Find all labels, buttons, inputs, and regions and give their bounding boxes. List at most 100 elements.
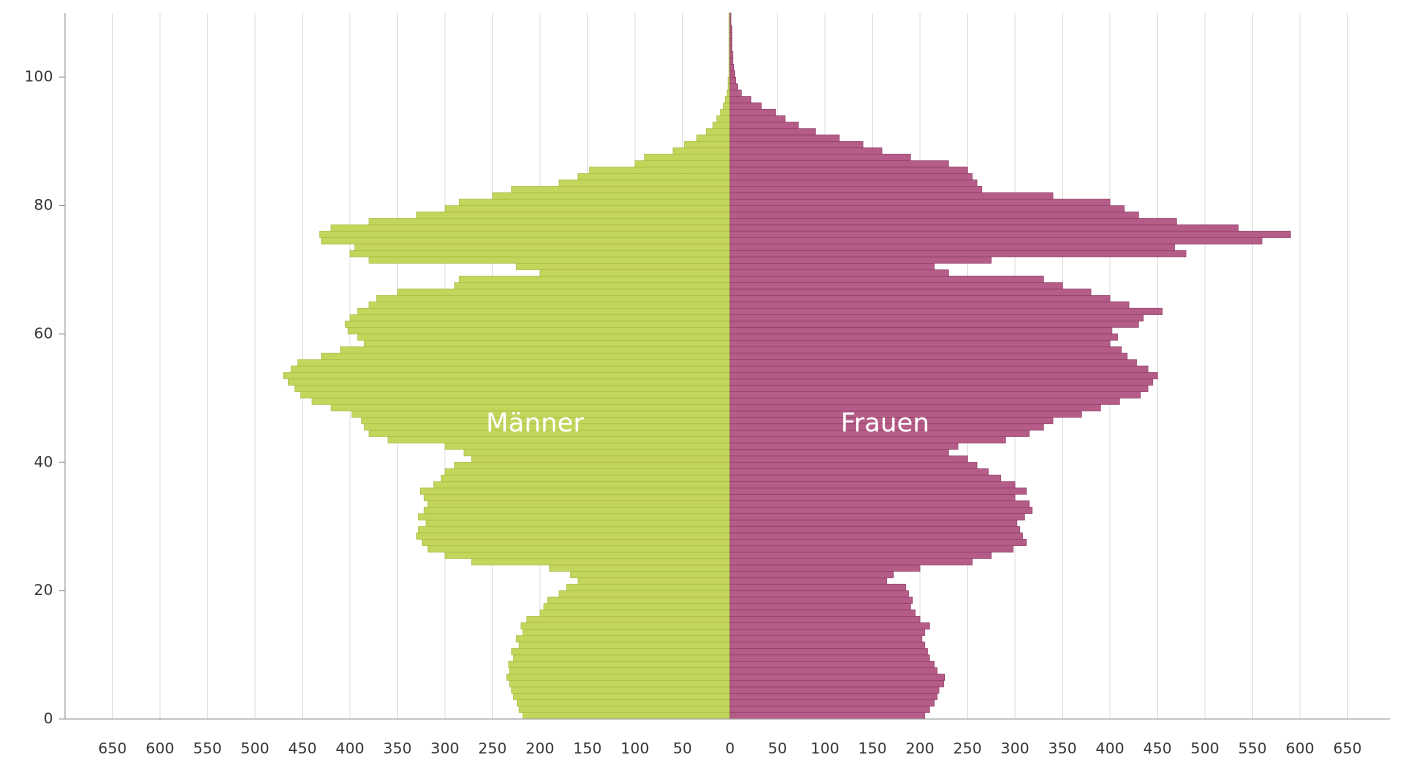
- bar: [368, 218, 731, 226]
- bar: [729, 699, 935, 707]
- x-tick-label: 50: [768, 740, 787, 758]
- bar: [729, 25, 733, 33]
- x-tick-label: 200: [526, 740, 555, 758]
- bar: [729, 455, 968, 463]
- bar: [729, 211, 1139, 219]
- x-tick-label: 550: [193, 740, 222, 758]
- bar: [518, 641, 731, 649]
- bar: [729, 545, 1014, 553]
- x-tick-label: 50: [673, 740, 692, 758]
- bar: [418, 526, 731, 534]
- bar: [444, 468, 731, 476]
- bar: [522, 628, 731, 636]
- bar: [729, 622, 930, 630]
- bar: [287, 378, 731, 386]
- bar: [729, 712, 926, 720]
- bar: [513, 654, 731, 662]
- bar: [454, 282, 731, 290]
- y-tick-label: 80: [34, 196, 53, 214]
- bar: [729, 160, 949, 168]
- bar: [558, 590, 731, 598]
- bar: [729, 333, 1118, 341]
- bar: [729, 609, 916, 617]
- bar: [511, 648, 731, 656]
- bar: [729, 442, 959, 450]
- bar: [539, 269, 731, 277]
- bar: [729, 76, 736, 84]
- bar: [577, 173, 731, 181]
- bar: [729, 307, 1163, 315]
- bar: [397, 288, 731, 296]
- x-tick-label: 350: [1048, 740, 1077, 758]
- bar: [423, 506, 731, 514]
- bar: [729, 532, 1023, 540]
- bar: [729, 641, 926, 649]
- bar: [290, 365, 731, 373]
- bar: [729, 583, 907, 591]
- series-label: Frauen: [841, 408, 930, 438]
- bar: [319, 230, 731, 238]
- x-tick-label: 250: [478, 740, 507, 758]
- x-tick-label: 100: [811, 740, 840, 758]
- bar: [349, 250, 731, 258]
- bar: [471, 455, 731, 463]
- bar: [729, 263, 935, 271]
- bar: [729, 372, 1158, 380]
- bar: [634, 160, 731, 168]
- bar: [349, 314, 731, 322]
- bar: [416, 211, 731, 219]
- bar: [729, 121, 799, 129]
- y-tick-label: 40: [34, 453, 53, 471]
- bar: [539, 609, 731, 617]
- bar: [729, 224, 1239, 232]
- bar: [433, 481, 731, 489]
- bar: [729, 667, 938, 675]
- x-tick-label: 650: [98, 740, 127, 758]
- bar: [458, 275, 731, 283]
- bar: [729, 153, 911, 161]
- bar: [347, 327, 731, 335]
- x-tick-label: 650: [1333, 740, 1362, 758]
- bar: [515, 263, 731, 271]
- bar: [566, 583, 731, 591]
- bar: [684, 141, 731, 149]
- series-label: Männer: [486, 408, 584, 438]
- bar: [729, 141, 864, 149]
- bar: [729, 494, 1016, 502]
- bar: [354, 243, 731, 251]
- bar: [425, 519, 731, 527]
- bar: [729, 648, 928, 656]
- bar: [589, 166, 731, 174]
- bar: [729, 185, 983, 194]
- bar: [729, 590, 909, 598]
- bar: [729, 564, 921, 572]
- bar: [444, 442, 731, 450]
- bar: [729, 250, 1187, 258]
- bar: [508, 660, 731, 668]
- bar: [729, 102, 762, 110]
- x-tick-label: 450: [1143, 740, 1172, 758]
- x-tick-label: 150: [573, 740, 602, 758]
- bar: [421, 538, 731, 547]
- bar: [729, 173, 973, 181]
- bar: [376, 295, 731, 303]
- bar: [729, 352, 1128, 360]
- bar: [729, 571, 894, 579]
- x-tick-label: 300: [431, 740, 460, 758]
- bar: [549, 564, 731, 572]
- bar: [543, 603, 731, 611]
- bar: [729, 596, 913, 604]
- bar: [340, 346, 731, 354]
- bar: [729, 468, 989, 476]
- bar: [518, 705, 731, 713]
- x-tick-label: 600: [1286, 740, 1315, 758]
- bar: [547, 596, 731, 604]
- bar: [516, 699, 731, 707]
- bar: [368, 256, 731, 264]
- bar: [321, 237, 731, 245]
- bar: [729, 38, 733, 46]
- bar: [729, 474, 1002, 482]
- bar: [729, 384, 1149, 392]
- bar: [729, 205, 1125, 213]
- bar: [729, 19, 732, 27]
